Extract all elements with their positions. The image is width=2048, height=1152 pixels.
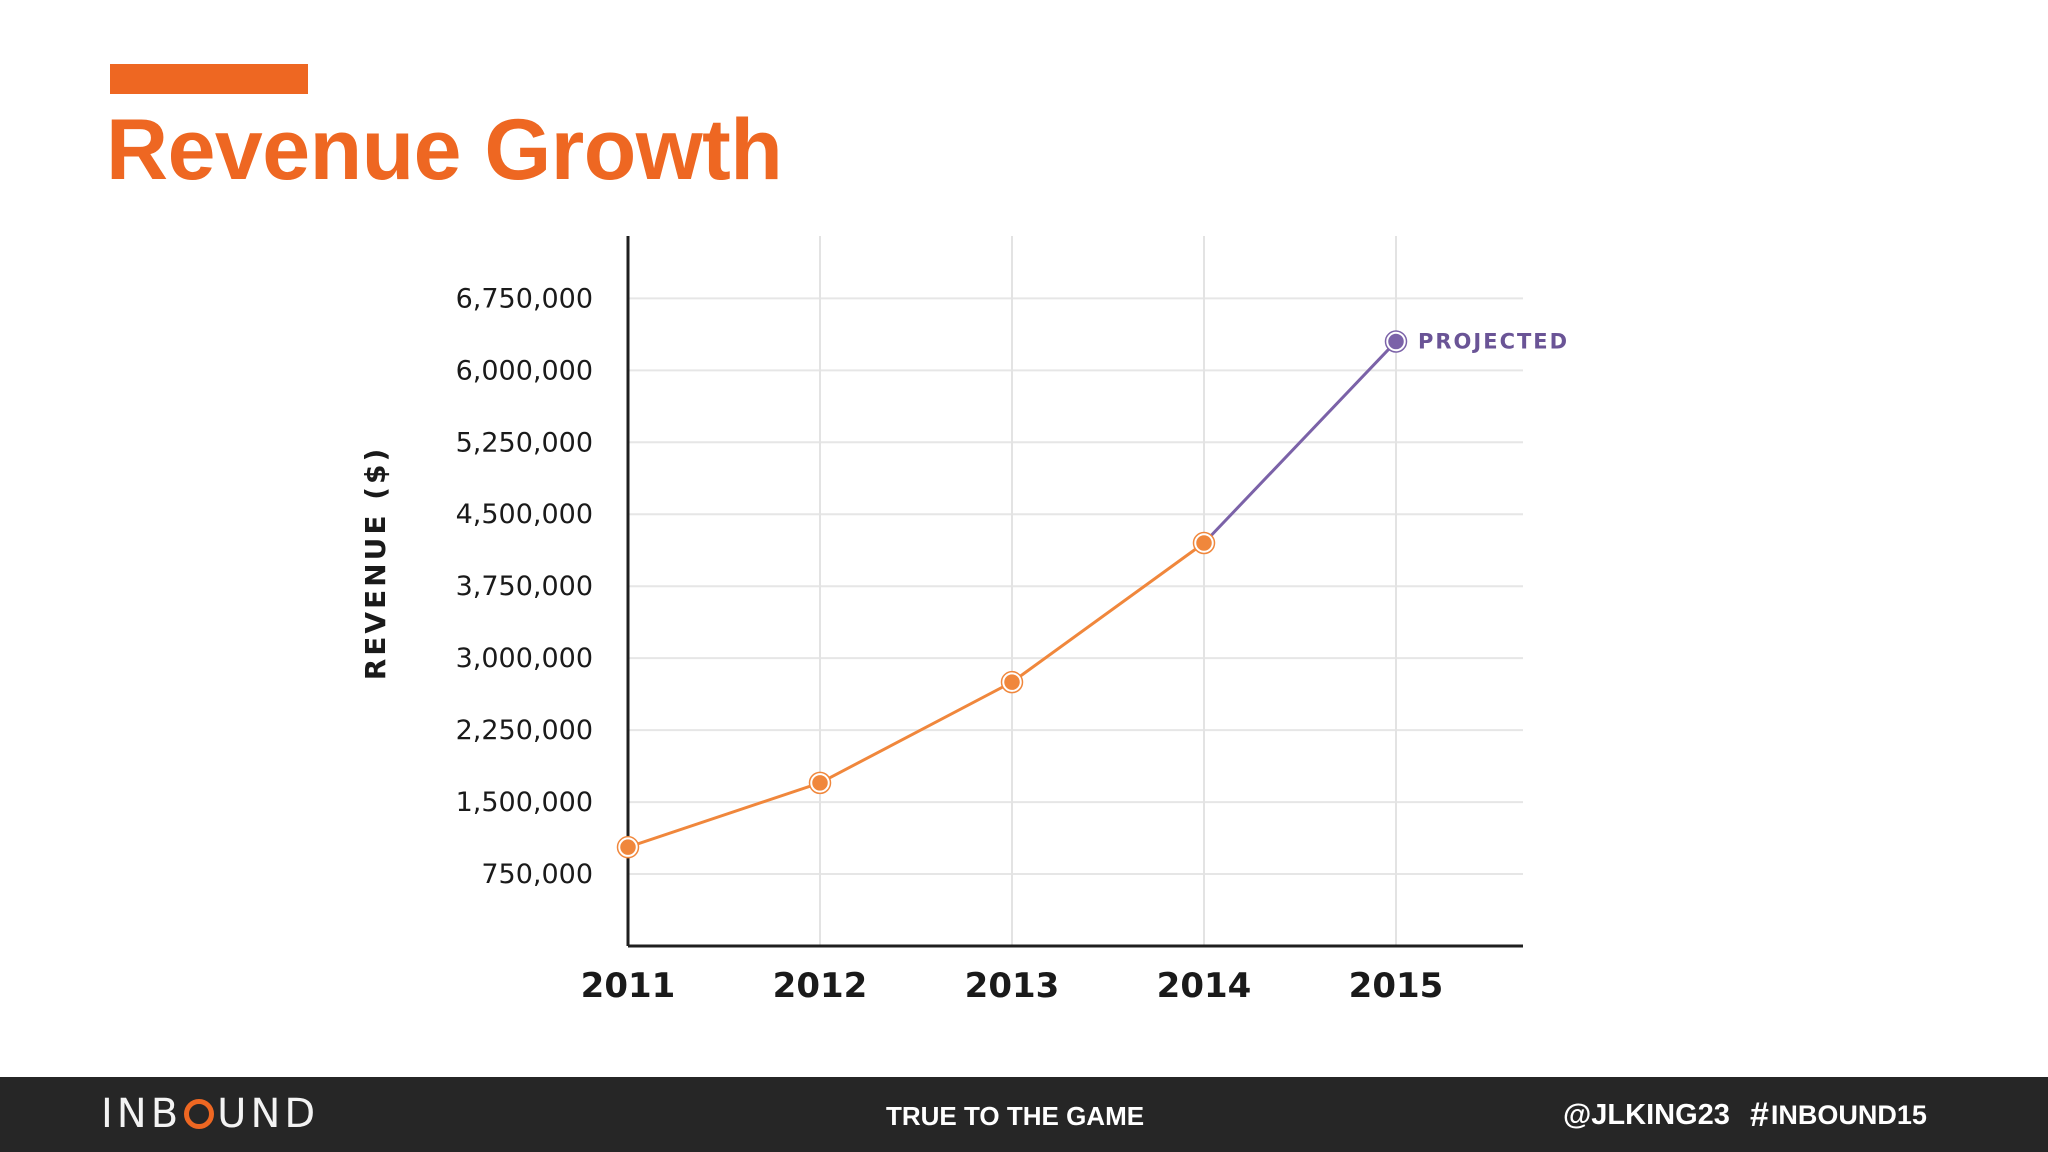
x-tick-label: 2012 [773, 966, 868, 1006]
hash-icon: # [1750, 1096, 1769, 1134]
title-accent-bar [110, 64, 308, 94]
y-tick-label: 6,750,000 [456, 283, 593, 314]
y-tick-label: 6,000,000 [456, 355, 593, 386]
logo-text-left: INB [101, 1091, 183, 1137]
inbound-logo: INB UND [101, 1091, 319, 1137]
data-point [1385, 331, 1407, 352]
data-point-ring [1384, 330, 1408, 353]
y-tick-label: 2,250,000 [456, 715, 593, 746]
logo-text-right: UND [217, 1091, 320, 1137]
twitter-handle: @JLKING23 [1563, 1099, 1730, 1131]
data-point-ring [616, 835, 640, 859]
hashtag-text: INBOUND15 [1770, 1100, 1927, 1130]
hashtag: # INBOUND15 [1750, 1096, 1927, 1134]
x-tick-label: 2015 [1349, 966, 1444, 1006]
slide-title: Revenue Growth [106, 102, 783, 198]
data-point [1193, 532, 1215, 554]
footer-tagline: TRUE TO THE GAME [886, 1101, 1145, 1131]
y-tick-label: 5,250,000 [456, 427, 593, 458]
actual-revenue-line [627, 541, 1205, 849]
y-tick-label: 750,000 [481, 859, 593, 890]
y-tick-label: 3,000,000 [456, 643, 593, 674]
data-point-ring [1000, 670, 1024, 694]
orange-ring-icon [184, 1099, 215, 1129]
projected-revenue-line [1202, 340, 1398, 545]
x-tick-label: 2011 [581, 966, 676, 1006]
y-tick-label: 4,500,000 [456, 499, 593, 530]
x-tick-label: 2013 [965, 966, 1060, 1006]
y-tick-label: 1,500,000 [456, 787, 593, 818]
revenue-chart: 750,000 1,500,000 2,250,000 3,000,000 3,750,… [359, 236, 1569, 1006]
data-point [1001, 671, 1023, 693]
data-point-ring [808, 771, 832, 795]
y-axis-label: REVENUE ($) [359, 446, 392, 681]
x-tick-label: 2014 [1157, 966, 1252, 1006]
data-point-ring [1192, 531, 1216, 555]
y-tick-label: 3,750,000 [456, 571, 593, 602]
projected-annotation: PROJECTED [1418, 330, 1569, 354]
data-point [809, 772, 831, 794]
data-point [617, 836, 639, 858]
footer-bar: INB UND TRUE TO THE GAME @JLKING23 # INBOU… [0, 1077, 2048, 1152]
